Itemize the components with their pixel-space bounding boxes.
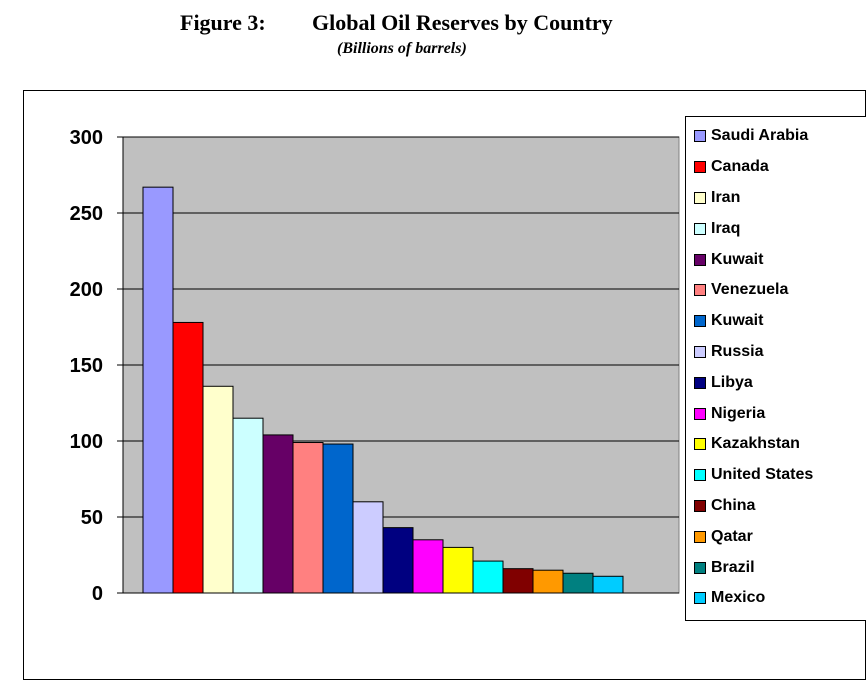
bar-russia bbox=[352, 501, 384, 594]
legend-swatch bbox=[694, 438, 706, 451]
legend-swatch bbox=[694, 284, 706, 297]
y-tick-label: 100 bbox=[70, 431, 103, 453]
legend-label: Canada bbox=[711, 158, 769, 176]
legend-label: Libya bbox=[711, 373, 753, 391]
legend-swatch bbox=[694, 161, 706, 174]
legend-item: Nigeria bbox=[686, 398, 866, 429]
bar-china bbox=[502, 568, 534, 594]
legend-item: Kazakhstan bbox=[686, 429, 866, 460]
legend-swatch bbox=[694, 592, 706, 605]
legend-swatch bbox=[694, 469, 706, 482]
legend-label: Qatar bbox=[711, 527, 753, 545]
bar-iran bbox=[202, 385, 234, 594]
figure-title: Figure 3: Global Oil Reserves by Country bbox=[0, 10, 866, 40]
legend-swatch bbox=[694, 530, 706, 543]
legend-item: Kuwait bbox=[686, 306, 866, 337]
bar-united-states bbox=[472, 560, 504, 594]
legend: Saudi Arabia Canada Iran Iraq Kuwait Venezuel… bbox=[685, 116, 866, 621]
legend-swatch bbox=[694, 130, 706, 143]
bar-iraq bbox=[232, 417, 264, 594]
legend-swatch bbox=[694, 376, 706, 389]
y-tick-label: 200 bbox=[70, 279, 103, 301]
bars bbox=[142, 186, 624, 594]
legend-item: United States bbox=[686, 460, 866, 491]
legend-label: Saudi Arabia bbox=[711, 127, 809, 145]
legend-label: Iraq bbox=[711, 219, 741, 237]
bar-saudi-arabia bbox=[142, 186, 174, 594]
legend-item: Brazil bbox=[686, 552, 866, 583]
bar-canada bbox=[172, 321, 204, 594]
legend-label: United States bbox=[711, 466, 814, 484]
bar-nigeria bbox=[412, 539, 444, 594]
legend-label: Mexico bbox=[711, 589, 766, 607]
legend-swatch bbox=[694, 253, 706, 266]
figure-main-title: Global Oil Reserves by Country bbox=[312, 10, 613, 35]
figure-subtitle: (Billions of barrels) bbox=[337, 40, 467, 57]
legend-swatch bbox=[694, 407, 706, 420]
legend-swatch bbox=[694, 191, 706, 204]
legend-label: Brazil bbox=[711, 558, 755, 576]
bar-libya bbox=[382, 527, 414, 594]
figure-number: Figure 3: bbox=[180, 10, 266, 35]
legend-label: Iran bbox=[711, 188, 741, 206]
bar-qatar bbox=[532, 569, 564, 594]
legend-item: Canada bbox=[686, 152, 866, 183]
legend-label: Kuwait bbox=[711, 312, 764, 330]
legend-label: Nigeria bbox=[711, 404, 766, 422]
bar-mexico bbox=[592, 575, 624, 594]
bar-kuwait bbox=[322, 443, 354, 594]
legend-item: Mexico bbox=[686, 583, 866, 614]
legend-item: Russia bbox=[686, 337, 866, 368]
legend-swatch bbox=[694, 345, 706, 358]
legend-label: Venezuela bbox=[711, 281, 789, 299]
legend-label: China bbox=[711, 496, 756, 514]
legend-swatch bbox=[694, 222, 706, 235]
y-tick-label: 0 bbox=[92, 583, 103, 605]
bar-venezuela bbox=[292, 442, 324, 594]
legend-item: Qatar bbox=[686, 521, 866, 552]
legend-swatch bbox=[694, 315, 706, 328]
legend-swatch bbox=[694, 499, 706, 512]
legend-item: China bbox=[686, 491, 866, 522]
bar-kuwait bbox=[262, 434, 294, 594]
legend-item: Iraq bbox=[686, 213, 866, 244]
y-tick-label: 300 bbox=[70, 127, 103, 149]
legend-item: Libya bbox=[686, 367, 866, 398]
legend-label: Kazakhstan bbox=[711, 435, 800, 453]
legend-item: Kuwait bbox=[686, 244, 866, 275]
legend-item: Iran bbox=[686, 183, 866, 214]
y-tick-label: 150 bbox=[70, 355, 103, 377]
legend-swatch bbox=[694, 561, 706, 574]
legend-item: Venezuela bbox=[686, 275, 866, 306]
y-tick-label: 250 bbox=[70, 203, 103, 225]
legend-item: Saudi Arabia bbox=[686, 121, 866, 152]
y-tick-label: 50 bbox=[81, 507, 103, 529]
legend-label: Kuwait bbox=[711, 250, 764, 268]
bar-kazakhstan bbox=[442, 546, 474, 594]
legend-label: Russia bbox=[711, 342, 764, 360]
bar-brazil bbox=[562, 572, 594, 594]
